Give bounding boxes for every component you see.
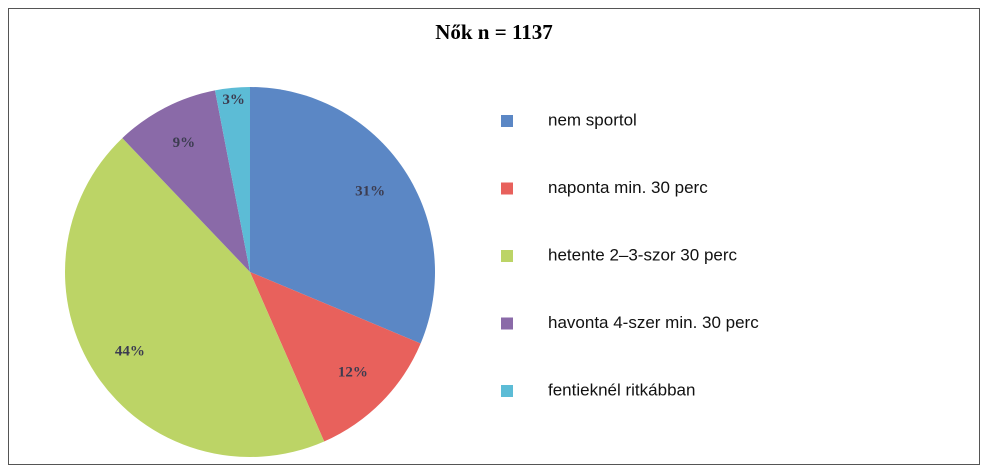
pie-slice (214, 87, 250, 272)
legend-label: fentieknél ritkábban (548, 380, 695, 399)
data-label: 31% (355, 184, 385, 200)
data-label: 44% (115, 343, 145, 359)
data-label: 3% (222, 92, 245, 108)
legend-swatch (501, 115, 513, 127)
legend-label: havonta 4-szer min. 30 perc (548, 313, 759, 332)
legend-swatch (501, 250, 513, 262)
pie-slice (122, 90, 250, 272)
legend-label: nem sportol (548, 110, 637, 129)
pie-slice (64, 138, 325, 458)
legend-swatch (501, 182, 513, 195)
data-label: 9% (173, 135, 196, 151)
pie-slice (250, 272, 421, 442)
pie-slice (250, 87, 436, 344)
legend-label: naponta min. 30 perc (548, 178, 708, 197)
chart-title: Nők n = 1137 (435, 20, 553, 44)
data-label: 12% (338, 365, 368, 381)
legend-swatch (501, 317, 513, 330)
legend-swatch (501, 385, 513, 397)
legend-label: hetente 2–3-szor 30 perc (548, 245, 738, 264)
